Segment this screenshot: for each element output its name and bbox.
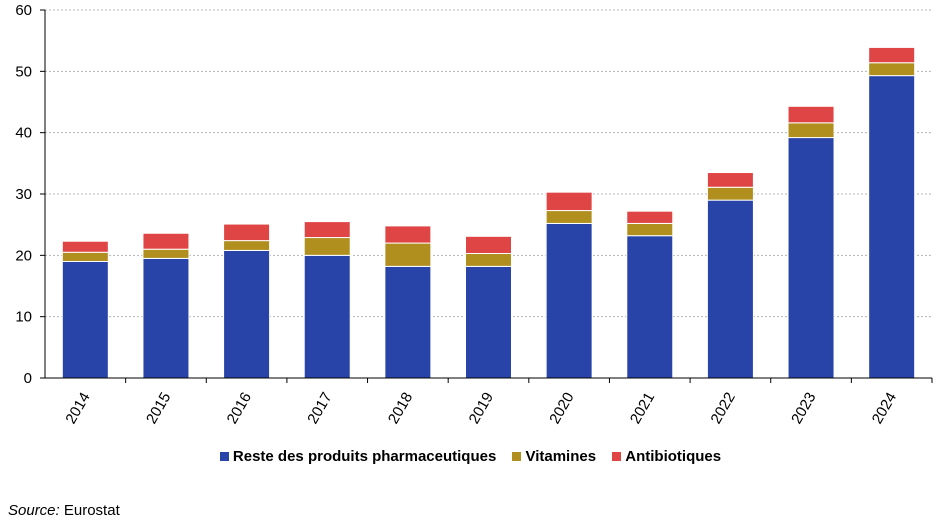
axes	[40, 9, 933, 383]
bar-segment-2019-1	[465, 252, 512, 267]
bar-segment-2022-2	[706, 172, 754, 188]
bar-segment-2019-0	[465, 265, 512, 379]
x-tick-label: 2024	[869, 390, 900, 427]
bar-segment-2020-0	[545, 222, 593, 379]
bar-segment-2015-2	[142, 232, 190, 250]
legend-swatch-reste	[219, 452, 229, 461]
bar-segment-2022-0	[706, 199, 754, 379]
bar-segment-2016-1	[223, 240, 271, 251]
x-tick-label: 2023	[788, 390, 819, 427]
x-tick-label: 2019	[466, 390, 497, 427]
x-tick-label: 2018	[385, 390, 416, 427]
bar-segment-2023-0	[787, 137, 835, 379]
y-tick-label: 30	[15, 186, 32, 203]
x-tick-label: 2017	[304, 390, 335, 427]
x-tick-label: 2014	[62, 390, 93, 427]
legend-label-antibiotiques: Antibiotiques	[625, 448, 722, 465]
y-tick-label: 60	[15, 2, 32, 19]
bar-segment-2016-2	[223, 223, 271, 242]
y-tick-label: 10	[15, 309, 32, 326]
source-note: Source: Eurostat	[8, 502, 120, 519]
bar-segment-2023-2	[787, 105, 835, 124]
bar-segment-2015-1	[142, 248, 190, 259]
legend-label-vitamines: Vitamines	[525, 448, 597, 465]
bar-segment-2015-0	[142, 257, 190, 379]
bar-segment-2014-1	[61, 251, 109, 262]
bar-segment-2016-0	[223, 249, 271, 379]
bar-segment-2022-1	[706, 186, 754, 201]
y-tick-label: 50	[15, 63, 32, 80]
bar-segment-2021-0	[626, 235, 674, 379]
legend-label-reste: Reste des produits pharmaceutiques	[232, 448, 497, 465]
bar-segment-2018-1	[384, 242, 432, 267]
bar-segment-2017-2	[303, 221, 351, 239]
legend-swatch-vitamines	[512, 452, 522, 461]
bar-segment-2014-2	[61, 240, 109, 253]
bar-segment-2023-1	[787, 122, 835, 139]
y-tick-label: 20	[15, 247, 32, 264]
x-tick-label: 2016	[224, 390, 255, 427]
bar-segment-2017-1	[303, 237, 351, 256]
x-tick-label: 2022	[707, 390, 738, 427]
bar-segment-2021-2	[626, 210, 674, 224]
bar-segment-2014-0	[61, 260, 109, 379]
legend-item-antibiotiques: Antibiotiques	[612, 448, 721, 465]
bar-segment-2024-1	[868, 62, 916, 77]
bar-segment-2020-2	[545, 191, 593, 212]
x-tick-label: 2015	[143, 390, 174, 427]
legend: Reste des produits pharmaceutiques Vitam…	[0, 448, 941, 465]
source-text: Eurostat	[63, 502, 120, 519]
legend-swatch-antibiotiques	[612, 452, 622, 461]
x-tick-label: 2020	[546, 390, 577, 427]
bar-segment-2019-2	[465, 235, 512, 254]
bar-segment-2020-1	[545, 210, 593, 224]
legend-item-reste: Reste des produits pharmaceutiques	[219, 448, 497, 465]
y-tick-label: 40	[15, 125, 32, 142]
x-tick-labels: 2014 2015 2016 2017 2018 2019 2020 2021 2022 2023…	[62, 390, 900, 427]
legend-item-vitamines: Vitamines	[512, 448, 596, 465]
y-tick-labels: 0 10 20 30 40 50 60	[15, 2, 32, 387]
bar-segment-2018-2	[384, 225, 432, 244]
y-tick-label: 0	[24, 370, 32, 387]
bar-segment-2024-2	[868, 46, 916, 64]
bar-segment-2024-0	[868, 75, 916, 379]
x-tick-label: 2021	[627, 390, 658, 427]
source-label: Source:	[8, 502, 60, 519]
bar-segment-2018-0	[384, 265, 432, 379]
bar-segment-2017-0	[303, 254, 351, 379]
bars	[61, 46, 916, 379]
bar-segment-2021-1	[626, 222, 674, 237]
